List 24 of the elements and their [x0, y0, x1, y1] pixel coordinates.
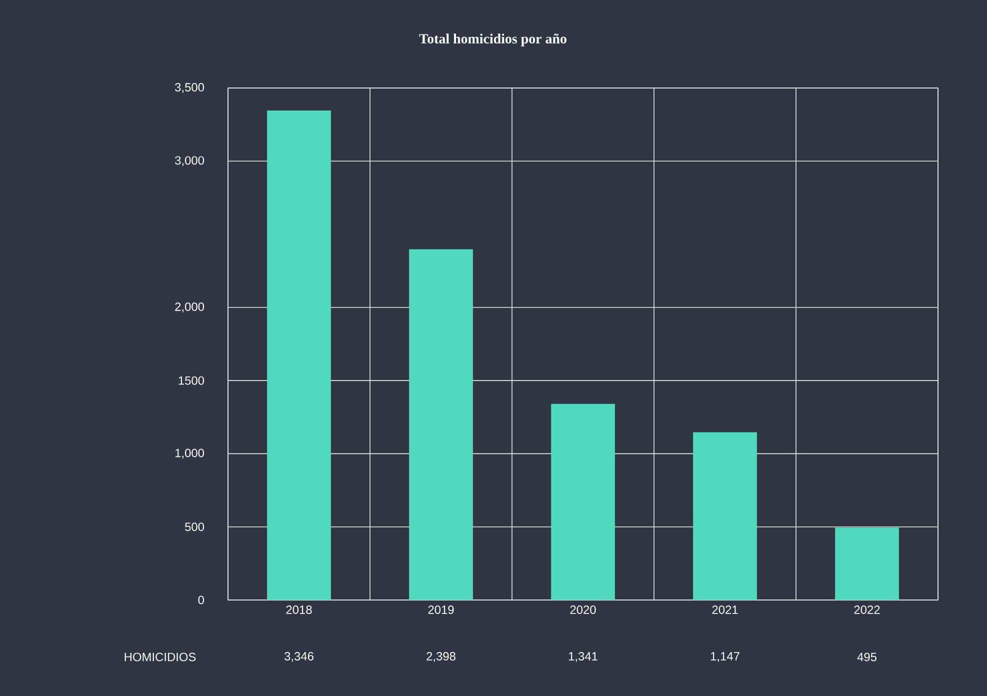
x-tick-label: 2022	[854, 606, 880, 614]
data-label: 2,398	[426, 652, 456, 662]
y-tick-label: 1500	[178, 376, 204, 385]
y-tick-label: 0	[198, 596, 204, 604]
x-tick-label: 2018	[286, 606, 312, 614]
text: HOMICIDIOS	[124, 652, 196, 662]
x-tick-label: 2019	[428, 606, 454, 614]
y-tick-label: 3,500	[175, 83, 204, 93]
bar	[267, 110, 331, 600]
y-tick-label: 3,000	[175, 156, 204, 166]
chart-title: Total homicidios por año	[419, 34, 566, 46]
y-tick-label: 1,000	[175, 448, 204, 459]
data-label: 3,346	[284, 652, 314, 662]
bar	[551, 404, 615, 600]
data-label: 1,147	[710, 652, 740, 662]
bar	[693, 432, 757, 600]
x-tick-label: 2020	[570, 606, 596, 614]
x-tick-label: 2021	[712, 606, 738, 614]
bar	[409, 249, 473, 600]
data-label: 495	[857, 652, 876, 662]
bar	[835, 528, 899, 600]
y-tick-label: 500	[185, 522, 204, 532]
data-label: 1,341	[568, 652, 598, 662]
y-tick-label: 2,000	[175, 302, 204, 312]
